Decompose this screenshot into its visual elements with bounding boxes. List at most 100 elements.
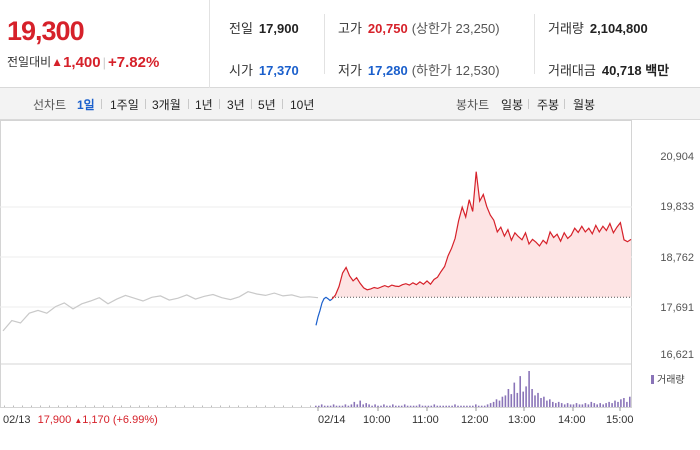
y-tick-label: 17,691 bbox=[660, 302, 694, 314]
volume-bar bbox=[469, 405, 471, 407]
candle-weekly-button[interactable]: 주봉 bbox=[537, 98, 560, 112]
quote-header: 19,300 전일대비▲1,400 | +7.82% 전일 17,900 시가 17,3… bbox=[0, 0, 700, 88]
volume-bar bbox=[335, 405, 338, 407]
period-1w-button[interactable]: 1주일 bbox=[110, 98, 139, 112]
volume-bar bbox=[602, 404, 604, 407]
volume-bar bbox=[406, 405, 409, 407]
period-1y-button[interactable]: 1년 bbox=[195, 98, 213, 112]
volume-bar bbox=[498, 400, 501, 407]
candle-monthly-button[interactable]: 월봉 bbox=[573, 98, 596, 112]
prev-volume-bar bbox=[67, 405, 68, 407]
period-3y-button[interactable]: 3년 bbox=[227, 98, 245, 112]
volume-bar bbox=[353, 401, 356, 407]
volume-bar bbox=[552, 401, 554, 407]
volume-bar bbox=[427, 405, 430, 407]
change-row: 전일대비▲1,400 | +7.82% bbox=[7, 53, 159, 71]
prev-volume-bar bbox=[184, 405, 185, 407]
volume-bar bbox=[501, 396, 504, 407]
volume-bar bbox=[383, 404, 385, 407]
volume-bar bbox=[507, 389, 510, 407]
volume-bar bbox=[534, 395, 536, 407]
x-tick-label: 12:00 bbox=[461, 414, 489, 426]
volume-swatch-icon bbox=[651, 375, 654, 384]
change-label: 전일대비 bbox=[7, 55, 52, 69]
period-1d-button[interactable]: 1일 bbox=[77, 98, 95, 112]
volume-bar bbox=[409, 405, 412, 407]
volume-bar bbox=[504, 395, 507, 407]
prev-volume-bar bbox=[193, 405, 194, 407]
volume-bar bbox=[457, 405, 459, 407]
price-chart[interactable]: 20,904 19,833 18,762 17,691 16,621 거래량 0… bbox=[0, 120, 700, 450]
lower-limit: (하한가 12,530) bbox=[411, 63, 500, 78]
volume-bar bbox=[362, 404, 364, 407]
volume-bar bbox=[398, 405, 400, 407]
prev-volume-bar bbox=[292, 405, 293, 407]
volume-bar bbox=[439, 405, 441, 407]
stat-low: 저가 17,280 (하한가 12,530) bbox=[338, 60, 500, 79]
stat-open: 시가 17,370 bbox=[229, 60, 299, 79]
separator bbox=[528, 99, 529, 109]
volume-bar bbox=[326, 405, 329, 407]
volume-bar bbox=[400, 405, 403, 407]
prev-day-arrow-icon: ▲ bbox=[74, 416, 83, 425]
volume-bar bbox=[495, 399, 498, 407]
candle-chart-label: 봉차트 bbox=[456, 98, 490, 112]
change-amount: 1,400 bbox=[63, 54, 101, 71]
prev-volume-bar bbox=[238, 405, 239, 407]
upper-limit: (상한가 23,250) bbox=[411, 21, 500, 36]
volume-bar bbox=[463, 405, 465, 407]
prev-volume-bar bbox=[4, 405, 5, 407]
volume-bar bbox=[371, 405, 373, 407]
prev-day-line bbox=[2, 291, 319, 332]
period-5y-button[interactable]: 5년 bbox=[258, 98, 276, 112]
prev-volume-bar bbox=[49, 405, 50, 407]
stat-high: 고가 20,750 (상한가 23,250) bbox=[338, 18, 500, 37]
volume-bar bbox=[344, 404, 347, 407]
volume-bar bbox=[365, 403, 367, 407]
volume-bar bbox=[510, 394, 513, 407]
prev-volume-bar bbox=[76, 405, 77, 407]
prev-volume-bar bbox=[103, 405, 104, 407]
intraday-fill-area bbox=[332, 171, 631, 298]
volume-bar bbox=[584, 403, 587, 407]
chart-canvas bbox=[0, 120, 632, 411]
volume-bar bbox=[356, 404, 359, 407]
candle-daily-button[interactable]: 일봉 bbox=[501, 98, 524, 112]
prev-volume-bar bbox=[229, 405, 230, 407]
volume-bar bbox=[430, 405, 433, 407]
volume-bar bbox=[540, 398, 542, 407]
volume-bar bbox=[442, 405, 444, 407]
volume-bar bbox=[537, 392, 539, 407]
intraday-line bbox=[331, 171, 632, 300]
volume-bar bbox=[415, 405, 418, 407]
volume-bar bbox=[454, 404, 456, 407]
volume-bar bbox=[581, 404, 584, 407]
volume-bar bbox=[617, 401, 619, 407]
x-tick-label: 10:00 bbox=[363, 414, 391, 426]
separator bbox=[219, 99, 220, 109]
prev-volume-bar bbox=[274, 405, 275, 407]
separator bbox=[282, 99, 283, 109]
period-toolbar: 선차트 1일 1주일 3개월 1년 3년 5년 10년 봉차트 일봉 주봉 월봉 bbox=[0, 88, 700, 120]
volume-bar bbox=[392, 404, 394, 407]
volume-bar bbox=[549, 399, 551, 407]
volume-bar bbox=[350, 404, 353, 407]
volume-bar bbox=[513, 382, 516, 407]
prev-volume-bar bbox=[265, 405, 266, 407]
volume-bar bbox=[403, 404, 406, 407]
volume-bar bbox=[593, 403, 596, 407]
stat-label: 저가 bbox=[338, 63, 362, 78]
stat-value: 2,104,800 bbox=[589, 21, 648, 36]
volume-bar bbox=[560, 403, 563, 407]
stat-label: 거래량 bbox=[548, 21, 584, 36]
prev-volume-bar bbox=[166, 405, 167, 407]
stat-value: 17,280 bbox=[367, 63, 408, 78]
period-3m-button[interactable]: 3개월 bbox=[152, 98, 181, 112]
volume-bar bbox=[483, 405, 486, 407]
volume-bar bbox=[377, 405, 379, 407]
period-10y-button[interactable]: 10년 bbox=[290, 98, 315, 112]
volume-bar bbox=[489, 403, 492, 407]
prev-volume-bar bbox=[301, 405, 302, 407]
volume-bar bbox=[315, 405, 317, 407]
separator bbox=[101, 99, 102, 109]
